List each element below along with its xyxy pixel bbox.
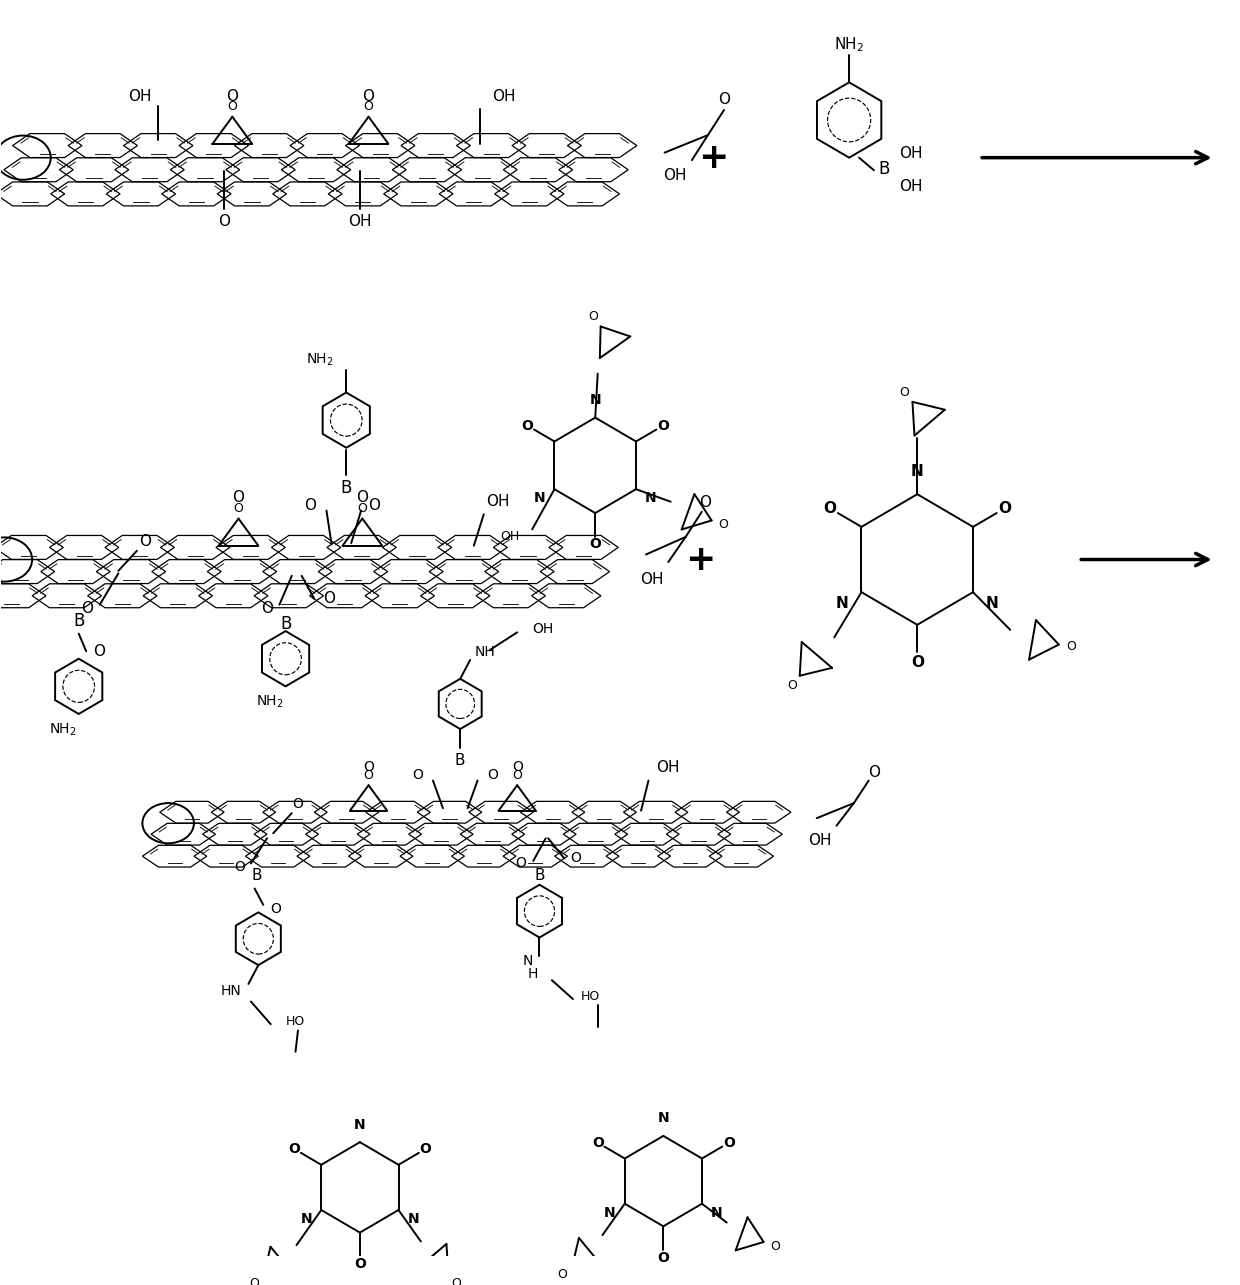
Text: NH$_2$: NH$_2$ (48, 722, 77, 739)
Text: N: N (657, 1112, 670, 1126)
Text: O: O (487, 768, 498, 783)
Text: N: N (911, 464, 924, 479)
Text: O: O (357, 502, 367, 515)
Text: OH: OH (663, 168, 687, 182)
Text: O: O (718, 518, 728, 531)
Text: O: O (451, 1276, 461, 1285)
Text: O: O (262, 601, 273, 616)
Text: B: B (534, 869, 544, 884)
Text: +: + (698, 140, 728, 175)
Text: OH: OH (899, 146, 923, 162)
Text: O: O (718, 93, 730, 108)
Text: O: O (363, 759, 374, 774)
Text: O: O (412, 768, 423, 783)
Text: O: O (419, 1142, 432, 1156)
Text: O: O (823, 501, 836, 515)
Text: O: O (770, 1240, 780, 1253)
Text: O: O (353, 1257, 366, 1271)
Text: O: O (234, 860, 244, 874)
Text: O: O (522, 419, 533, 433)
Text: O: O (591, 1136, 604, 1150)
Text: H: H (528, 966, 538, 980)
Text: O: O (657, 419, 668, 433)
Text: N: N (533, 491, 546, 505)
Text: O: O (233, 491, 244, 505)
Text: O: O (218, 215, 229, 229)
Text: OH: OH (808, 833, 832, 848)
Text: O: O (570, 852, 582, 865)
Text: N: N (712, 1205, 723, 1219)
Text: OH: OH (501, 531, 520, 544)
Text: O: O (270, 902, 281, 916)
Text: O: O (868, 766, 879, 780)
Text: O: O (293, 798, 304, 811)
Text: O: O (82, 601, 93, 616)
Text: O: O (910, 655, 924, 669)
Text: O: O (998, 501, 1012, 515)
Text: OH: OH (348, 215, 372, 229)
Text: N: N (836, 596, 848, 610)
Text: O: O (899, 386, 909, 398)
Text: B: B (455, 753, 465, 768)
Text: O: O (368, 499, 381, 513)
Text: NH: NH (475, 645, 496, 659)
Text: N: N (986, 596, 998, 610)
Text: N: N (408, 1212, 419, 1226)
Text: O: O (1066, 640, 1076, 653)
Text: O: O (512, 768, 522, 781)
Text: O: O (289, 1142, 300, 1156)
Text: HO: HO (580, 989, 600, 1004)
Text: N: N (523, 955, 533, 969)
Text: O: O (363, 768, 373, 781)
Text: N: N (645, 491, 657, 505)
Text: O: O (723, 1136, 735, 1150)
Text: B: B (252, 869, 263, 884)
Text: +: + (686, 542, 715, 577)
Text: O: O (558, 1268, 568, 1281)
Text: OH: OH (640, 572, 663, 587)
Text: N: N (300, 1212, 312, 1226)
Text: O: O (93, 644, 105, 659)
Text: N: N (355, 1118, 366, 1132)
Text: NH$_2$: NH$_2$ (255, 693, 283, 709)
Text: O: O (227, 100, 237, 113)
Text: O: O (515, 856, 526, 870)
Text: O: O (362, 89, 374, 104)
Text: NH$_2$: NH$_2$ (306, 352, 334, 368)
Text: O: O (233, 502, 243, 515)
Text: OH: OH (486, 495, 510, 509)
Text: HO: HO (285, 1015, 305, 1028)
Text: O: O (363, 100, 373, 113)
Text: OH: OH (899, 179, 923, 194)
Text: O: O (787, 678, 796, 691)
Text: O: O (140, 535, 151, 550)
Text: O: O (699, 496, 712, 510)
Text: O: O (322, 591, 335, 607)
Text: B: B (280, 614, 291, 632)
Text: B: B (878, 159, 889, 177)
Text: HN: HN (221, 984, 241, 998)
Text: O: O (249, 1277, 259, 1285)
Text: N: N (589, 393, 601, 407)
Text: O: O (657, 1250, 670, 1264)
Text: OH: OH (656, 761, 680, 775)
Text: OH: OH (532, 622, 553, 636)
Text: OH: OH (128, 89, 151, 104)
Text: O: O (356, 491, 368, 505)
Text: OH: OH (492, 89, 516, 104)
Text: NH$_2$: NH$_2$ (835, 35, 864, 54)
Text: O: O (512, 759, 522, 774)
Text: N: N (604, 1205, 615, 1219)
Text: O: O (589, 310, 599, 323)
Text: O: O (227, 89, 238, 104)
Text: O: O (589, 537, 601, 551)
Text: B: B (341, 479, 352, 497)
Text: O: O (305, 499, 316, 513)
Text: B: B (73, 612, 84, 630)
